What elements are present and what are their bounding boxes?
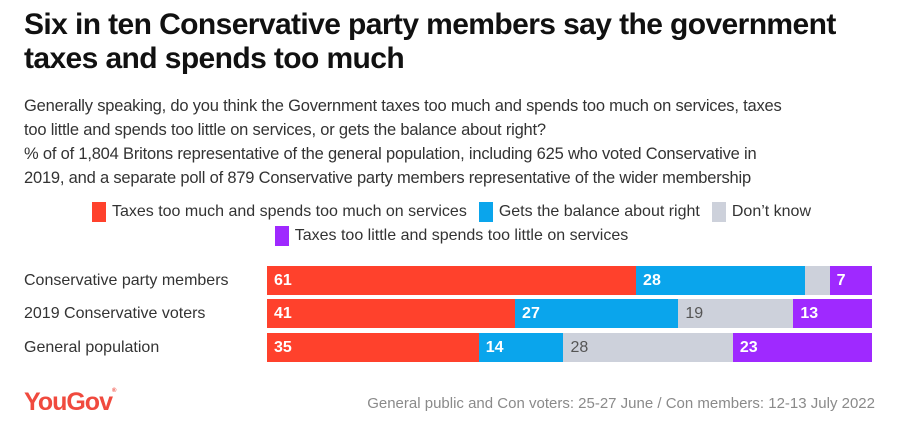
chart-title: Six in ten Conservative party members sa… <box>24 8 836 75</box>
bar-segment: 28 <box>636 266 806 295</box>
data-label: 61 <box>274 272 292 289</box>
legend-item-balance-right: Gets the balance about right <box>478 200 700 224</box>
data-label: 13 <box>800 305 819 322</box>
bar-row: 2019 Conservative voters 41 27 19 13 <box>0 299 903 329</box>
chart-subtitle: Generally speaking, do you think the Gov… <box>24 94 894 190</box>
subtitle-line: % of of 1,804 Britons representative of … <box>24 145 757 163</box>
legend-item-dont-know: Don’t know <box>711 200 812 224</box>
data-label: 35 <box>274 339 292 356</box>
data-label: 7 <box>836 272 846 289</box>
bar-segment: 13 <box>793 299 872 328</box>
bar-row: General population 35 14 28 23 <box>0 333 903 363</box>
legend-swatch <box>91 202 106 222</box>
subtitle-line: too little and spends too little on serv… <box>24 121 546 139</box>
bar-segment: 23 <box>732 333 872 362</box>
legend-swatch <box>274 226 289 246</box>
subtitle-line: 2019, and a separate poll of 879 Conserv… <box>24 169 751 187</box>
bar-segment: 27 <box>515 299 679 328</box>
legend-item-taxes-too-much: Taxes too much and spends too much on se… <box>91 200 467 224</box>
bar-segment: 28 <box>563 333 733 362</box>
legend-row: Taxes too little and spends too little o… <box>0 224 903 248</box>
legend-label: Taxes too much and spends too much on se… <box>111 203 467 220</box>
stacked-bar-chart: Conservative party members 61 28 7 2019 Cons… <box>0 262 903 372</box>
legend-label: Gets the balance about right <box>498 203 700 220</box>
bar-segment: 19 <box>678 299 794 328</box>
data-label: 28 <box>643 272 661 289</box>
logo-text: YouGov <box>24 388 113 416</box>
data-label: 23 <box>739 339 758 356</box>
bar-segment: 7 <box>829 266 872 295</box>
yougov-logo: YouGov® <box>24 388 117 417</box>
category-label: 2019 Conservative voters <box>24 305 206 322</box>
category-label: General population <box>24 339 160 356</box>
bar-segment: 61 <box>267 266 637 295</box>
bar-track: 41 27 19 13 <box>267 299 872 328</box>
legend-swatch <box>478 202 493 222</box>
registered-mark-icon: ® <box>111 388 117 394</box>
legend-swatch <box>711 202 726 222</box>
bar-row: Conservative party members 61 28 7 <box>0 266 903 296</box>
bar-segment: 14 <box>478 333 564 362</box>
bar-track: 61 28 7 <box>267 266 872 295</box>
data-label: 14 <box>485 339 504 356</box>
legend-label: Taxes too little and spends too little o… <box>294 227 629 244</box>
data-label: 19 <box>685 305 704 322</box>
data-label: 28 <box>570 339 589 356</box>
chart-legend: Taxes too much and spends too much on se… <box>0 200 903 248</box>
bar-segment <box>805 266 830 295</box>
bar-track: 35 14 28 23 <box>267 333 872 362</box>
legend-item-taxes-too-little: Taxes too little and spends too little o… <box>274 224 629 248</box>
fieldwork-dates: General public and Con voters: 25-27 Jun… <box>367 395 875 412</box>
data-label: 41 <box>274 305 292 322</box>
category-label: Conservative party members <box>24 272 229 289</box>
data-label: 27 <box>522 305 540 322</box>
legend-row: Taxes too much and spends too much on se… <box>0 200 903 224</box>
legend-label: Don’t know <box>731 203 812 220</box>
bar-segment: 41 <box>267 299 516 328</box>
bar-segment: 35 <box>267 333 479 362</box>
subtitle-line: Generally speaking, do you think the Gov… <box>24 97 782 115</box>
